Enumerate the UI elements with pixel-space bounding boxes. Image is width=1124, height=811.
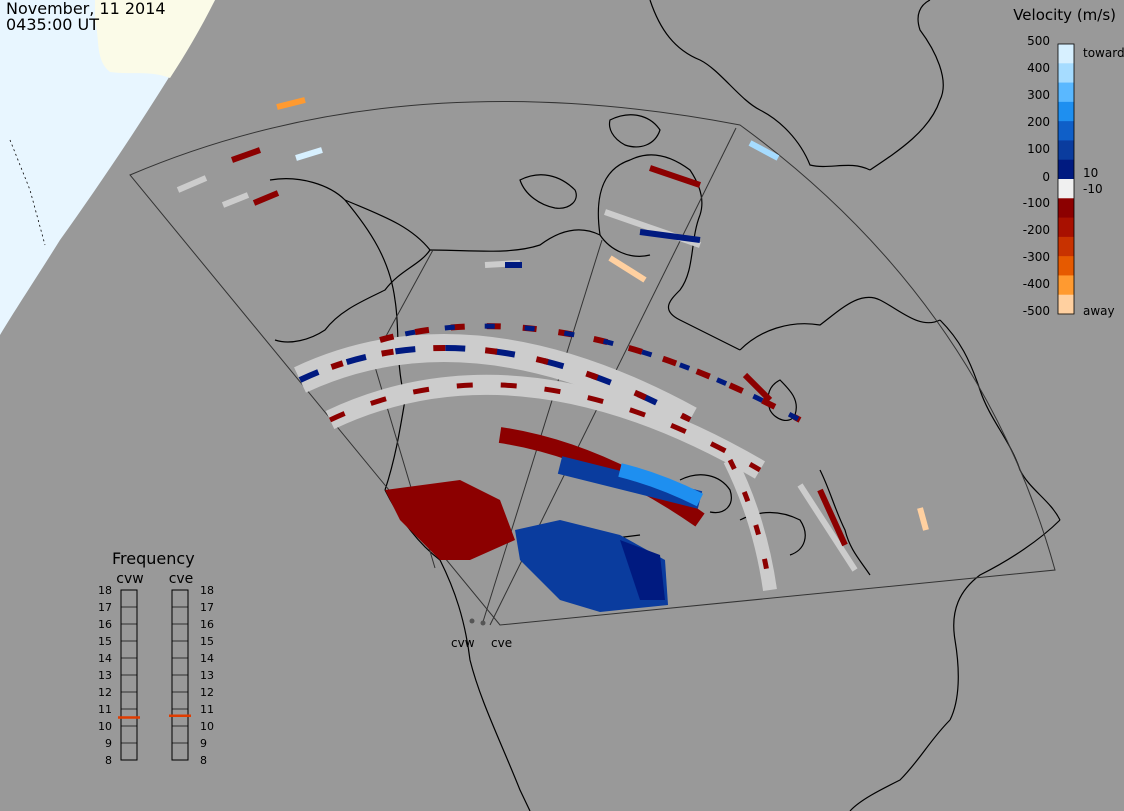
frequency-tick-left: 10 [98,720,112,733]
toward-label: toward [1083,46,1124,60]
terminator-line [9,139,46,246]
colorbar-segment [1058,294,1074,315]
colorbar-segment [1058,159,1074,180]
frequency-tick-right: 17 [200,601,214,614]
time-label: 0435:00 UT [6,15,100,34]
echo-bands [294,323,802,591]
frequency-tick-left: 11 [98,703,112,716]
velocity-tick-label: -100 [1023,196,1050,210]
velocity-tick-label: 400 [1027,61,1050,75]
near-range-echoes [385,480,668,612]
colorbar-segment [1058,217,1074,238]
velocity-tick-label: -500 [1023,304,1050,318]
radar-label-cve: cve [491,636,513,650]
velocity-tick-label: -400 [1023,277,1050,291]
velocity-tick-label: 100 [1027,142,1050,156]
daylight-region [0,0,215,335]
colorbar-frame [1057,43,1075,315]
colorbar-segment [1058,44,1074,64]
velocity-tick-label: -200 [1023,223,1050,237]
colorbar-segment [1058,236,1074,257]
colorbar-segment [1058,179,1074,199]
frequency-tick-left: 14 [98,652,112,665]
frequency-tick-right: 10 [200,720,214,733]
frequency-tick-left: 15 [98,635,112,648]
velocity-tick-label: 500 [1027,34,1050,48]
colorbar-segment [1058,101,1074,122]
colorbar-segment [1058,140,1074,161]
velocity-tick-label: 200 [1027,115,1050,129]
frequency-tick-left: 12 [98,686,112,699]
frequency-tick-left: 16 [98,618,112,631]
colorbar-segment [1058,275,1074,296]
frequency-tick-left: 8 [105,754,112,767]
radar-label-cvw: cvw [451,636,475,650]
velocity-tick-label: -300 [1023,250,1050,264]
radar-site-cvw [469,618,475,624]
colorbar-segment [1058,198,1074,219]
frequency-tick-right: 18 [200,584,214,597]
velocity-title: Velocity (m/s) [1013,6,1116,24]
daylight-land [95,0,215,78]
frequency-panel: cvw cve 18 18 17 17 16 16 15 15 14 14 13 13 12 12 11 11 10… [98,571,214,767]
velocity-tick-label: 10 [1083,166,1098,180]
velocity-colorbar: 500400300200100100-10-100-200-300-400-50… [1023,34,1124,318]
frequency-tick-right: 14 [200,652,214,665]
frequency-title: Frequency [112,549,195,568]
frequency-tick-right: 11 [200,703,214,716]
frequency-tick-right: 16 [200,618,214,631]
date-label: November, 11 2014 [6,0,166,18]
colorbar-segment [1058,63,1074,84]
away-label: away [1083,304,1115,318]
colorbar-segment [1058,256,1074,276]
frequency-tick-right: 8 [200,754,207,767]
frequency-radar-name: cve [169,571,194,587]
radar-site-cve [480,620,486,626]
frequency-tick-left: 17 [98,601,112,614]
frequency-tick-right: 9 [200,737,207,750]
frequency-tick-right: 15 [200,635,214,648]
frequency-tick-right: 13 [200,669,214,682]
coastlines [269,0,1061,811]
velocity-tick-label: 300 [1027,88,1050,102]
frequency-tick-left: 9 [105,737,112,750]
far-range-echoes [176,97,929,572]
frequency-radar-name: cvw [116,571,143,587]
frequency-tick-right: 12 [200,686,214,699]
colorbar-segment [1058,82,1074,103]
velocity-tick-label: 0 [1042,170,1050,184]
colorbar-segment [1058,121,1074,141]
velocity-tick-label: -10 [1083,182,1103,196]
frequency-tick-left: 18 [98,584,112,597]
frequency-tick-left: 13 [98,669,112,682]
